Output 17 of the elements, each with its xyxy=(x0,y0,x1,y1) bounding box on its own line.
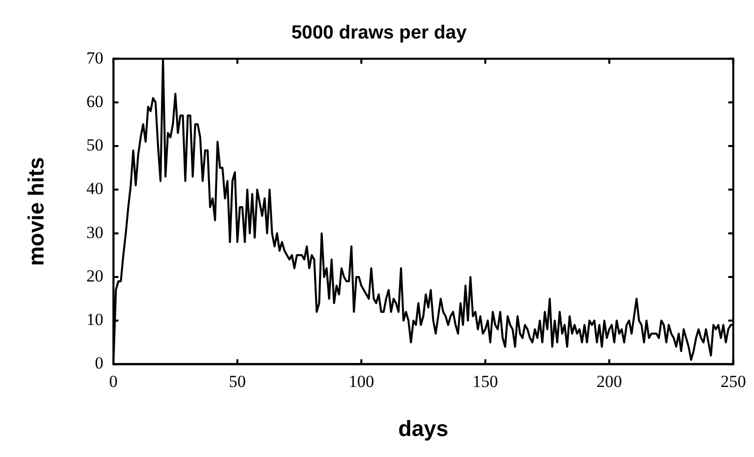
x-tick-label: 250 xyxy=(720,372,746,391)
x-tick-label: 200 xyxy=(596,372,622,391)
y-axis-title: movie hits xyxy=(23,157,48,266)
y-tick-label: 10 xyxy=(86,310,104,330)
y-tick-label: 20 xyxy=(86,266,104,286)
y-tick-label: 60 xyxy=(86,92,104,111)
x-tick-label: 0 xyxy=(109,372,118,391)
x-axis-title: days xyxy=(398,416,448,441)
y-tick-label: 0 xyxy=(94,354,104,373)
y-tick-label: 70 xyxy=(86,48,104,68)
x-tick-label: 50 xyxy=(228,372,246,391)
y-tick-label: 40 xyxy=(86,179,104,198)
y-tick-label: 30 xyxy=(86,222,104,242)
chart-title: 5000 draws per day xyxy=(291,22,468,44)
x-tick-label: 150 xyxy=(472,372,498,391)
y-tick-label: 50 xyxy=(86,136,104,155)
x-tick-label: 100 xyxy=(348,372,374,391)
